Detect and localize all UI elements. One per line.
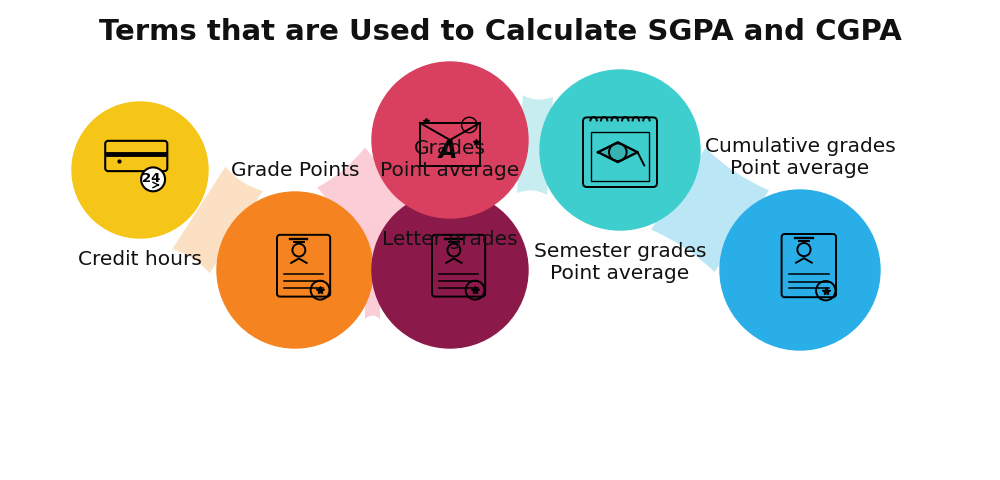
Circle shape: [141, 168, 165, 192]
Text: Grade Points: Grade Points: [231, 161, 359, 180]
Polygon shape: [598, 142, 638, 162]
Text: Grades
Point average: Grades Point average: [380, 139, 520, 180]
Text: Letter grades: Letter grades: [382, 230, 518, 249]
PathPatch shape: [651, 148, 769, 272]
PathPatch shape: [172, 167, 263, 273]
Text: A: A: [439, 139, 457, 163]
PathPatch shape: [365, 221, 380, 319]
Circle shape: [372, 192, 528, 348]
Text: Semester grades
Point average: Semester grades Point average: [534, 242, 706, 283]
PathPatch shape: [517, 95, 553, 195]
Text: Cumulative grades
Point average: Cumulative grades Point average: [705, 137, 895, 178]
Circle shape: [217, 192, 373, 348]
Text: Terms that are Used to Calculate SGPA and CGPA: Terms that are Used to Calculate SGPA an…: [99, 18, 901, 46]
Circle shape: [540, 70, 700, 230]
Text: 24: 24: [142, 172, 160, 185]
PathPatch shape: [317, 147, 428, 263]
Circle shape: [372, 62, 528, 218]
Circle shape: [72, 102, 208, 238]
Circle shape: [720, 190, 880, 350]
Text: Credit hours: Credit hours: [78, 250, 202, 269]
